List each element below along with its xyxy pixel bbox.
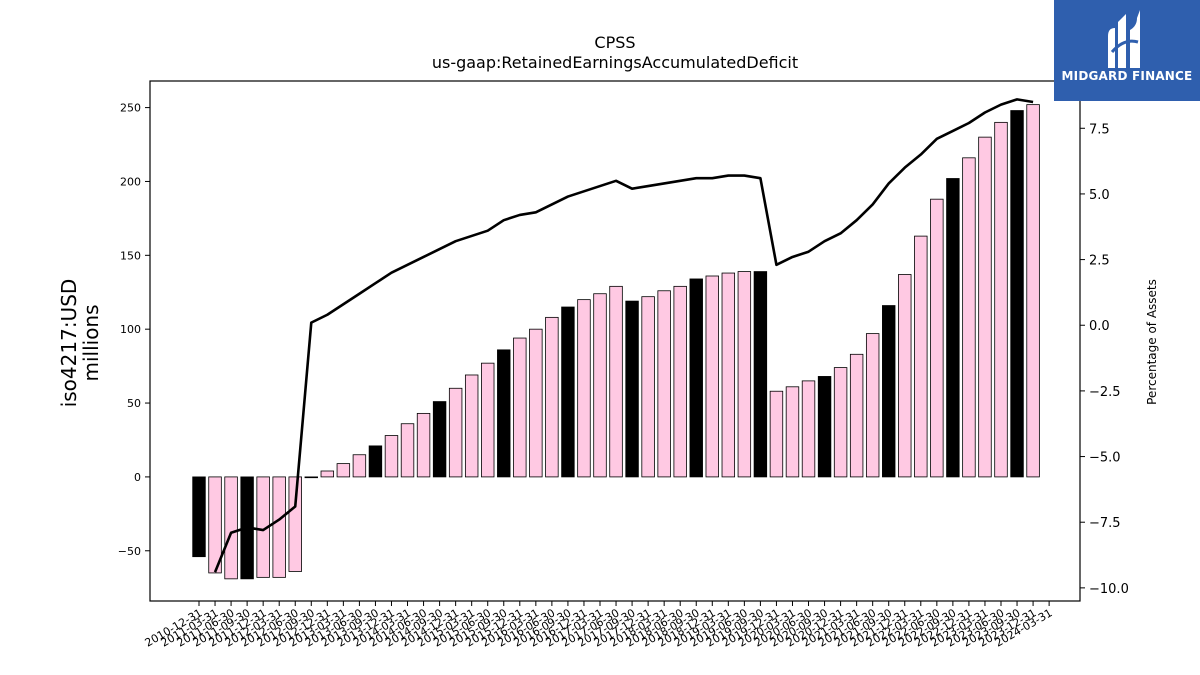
bar: [1026, 104, 1040, 478]
bar: [817, 376, 832, 478]
bar: [898, 274, 912, 478]
line-path: [213, 98, 1034, 573]
bar: [529, 328, 543, 478]
left-tick-label: 50: [127, 397, 141, 410]
bar: [657, 290, 671, 478]
right-tick-label: 2.5: [1089, 254, 1110, 269]
bar: [432, 401, 447, 478]
left-axis-label-line1: iso4217:USD: [57, 279, 81, 408]
bar: [224, 476, 238, 580]
bar: [320, 470, 335, 478]
bar: [416, 412, 431, 478]
bar: [946, 178, 960, 478]
left-tick-label: 200: [120, 175, 141, 188]
bar: [577, 299, 591, 478]
bar: [464, 374, 479, 478]
bar: [304, 476, 318, 479]
bar: [545, 316, 559, 478]
bar: [962, 157, 976, 478]
bar: [689, 278, 703, 478]
midgard-logo-icon: [1108, 10, 1140, 68]
bar: [1010, 110, 1024, 478]
bar: [593, 293, 607, 478]
bar: [208, 476, 222, 574]
bar: [737, 271, 752, 478]
right-tick-label: 5.0: [1089, 188, 1110, 203]
plot-frame: [149, 80, 1081, 602]
left-axis-label-line2: millions: [79, 304, 103, 381]
bar: [384, 435, 399, 478]
logo-text: MIDGARD FINANCE: [1061, 69, 1193, 83]
midgard-logo: MIDGARD FINANCE: [1054, 0, 1200, 101]
bar: [336, 463, 351, 478]
bar: [801, 380, 816, 478]
bar: [769, 390, 784, 478]
right-tick-label: −7.5: [1089, 516, 1121, 531]
chart-title: CPSS: [594, 33, 635, 52]
bar: [833, 367, 848, 478]
bar: [481, 362, 495, 478]
right-tick-label: −10.0: [1089, 582, 1129, 597]
bar: [849, 353, 864, 478]
bar: [368, 445, 383, 478]
bar: [914, 235, 928, 478]
x-axis-ticks: 2010-12-312011-03-312011-06-302011-09-30…: [143, 601, 1055, 650]
bar: [930, 198, 944, 478]
bar: [673, 285, 687, 478]
right-tick-label: −5.0: [1089, 451, 1121, 466]
bar: [882, 305, 896, 478]
bar: [641, 296, 655, 478]
bar: [400, 423, 415, 478]
bar: [625, 300, 639, 478]
left-tick-label: 250: [120, 102, 141, 115]
line-series: [213, 98, 1034, 573]
bar-series: [192, 104, 1040, 580]
bar: [192, 476, 206, 558]
bar: [448, 387, 463, 478]
left-tick-label: 150: [120, 249, 141, 262]
right-axis-label: Percentage of Assets: [1145, 279, 1159, 405]
bar: [497, 349, 511, 478]
left-tick-label: −50: [118, 545, 141, 558]
right-tick-label: 7.5: [1089, 122, 1110, 137]
bar: [705, 275, 719, 478]
chart-subtitle: us-gaap:RetainedEarningsAccumulatedDefic…: [432, 53, 798, 72]
right-axis-ticks: −10.0 −7.5 −5.0 −2.5 0.0 2.5 5.0 7.5: [1080, 122, 1129, 597]
bar: [352, 454, 367, 478]
bar: [288, 476, 302, 572]
bar: [561, 306, 575, 478]
bar: [513, 337, 527, 478]
bar: [994, 121, 1008, 478]
bar: [865, 333, 880, 478]
right-tick-label: −2.5: [1089, 385, 1121, 400]
bar: [785, 386, 800, 478]
bar: [609, 285, 623, 478]
left-tick-label: 100: [120, 323, 141, 336]
left-axis-ticks: −50 0 50 100 150 200 250: [118, 102, 150, 558]
bar: [721, 272, 736, 478]
bar: [978, 136, 992, 478]
bar: [753, 271, 768, 478]
right-tick-label: 0.0: [1089, 319, 1110, 334]
bar: [272, 476, 286, 578]
left-tick-label: 0: [134, 471, 141, 484]
